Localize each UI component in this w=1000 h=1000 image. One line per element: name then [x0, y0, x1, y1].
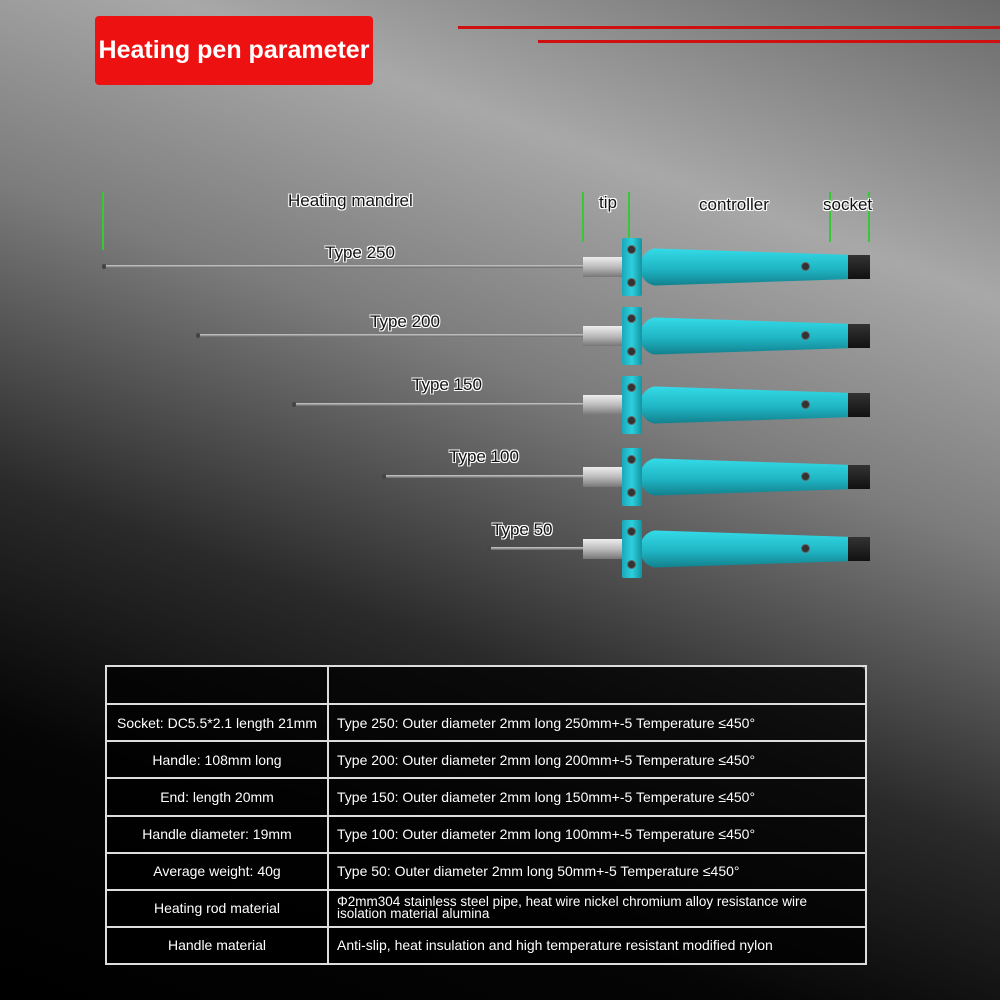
spec-name: Handle diameter: 19mm — [105, 814, 329, 854]
dc-socket — [848, 465, 870, 489]
heating-pen — [0, 520, 1000, 578]
screw-icon — [627, 560, 636, 569]
page-title: Heating pen parameter — [95, 16, 373, 85]
controller-handle — [640, 248, 850, 286]
tip-sleeve — [583, 467, 623, 487]
screw-icon — [627, 347, 636, 356]
guide-line — [868, 192, 870, 242]
spec-name: Socket: DC5.5*2.1 length 21mm — [105, 703, 329, 743]
spec-value: Type 250: Outer diameter 2mm long 250mm+… — [327, 703, 867, 743]
spec-name: Heating rod material — [105, 888, 329, 928]
spec-value: Type 200: Outer diameter 2mm long 200mm+… — [327, 740, 867, 780]
tip-sleeve — [583, 539, 623, 559]
controller-handle — [640, 458, 850, 496]
pen-type-label: Type 50 — [492, 520, 553, 539]
heating-rod — [488, 547, 585, 550]
rod-tip — [292, 402, 296, 407]
tip-sleeve — [583, 326, 623, 346]
table-row: End: length 20mm Type 150: Outer diameter… — [105, 777, 867, 817]
guide-line — [582, 192, 584, 242]
rod-tip — [102, 264, 106, 269]
pen-type-label: Type 150 — [412, 375, 482, 394]
heating-pen — [0, 238, 1000, 296]
label-controller: controller — [699, 195, 769, 214]
screw-icon — [627, 245, 636, 254]
screw-icon — [627, 455, 636, 464]
screw-icon — [627, 278, 636, 287]
table-row: Socket: DC5.5*2.1 length 21mm Type 250: O… — [105, 703, 867, 743]
screw-icon — [801, 544, 810, 553]
controller-handle — [640, 317, 850, 355]
dc-socket — [848, 255, 870, 279]
rod-tip — [487, 546, 491, 551]
label-socket: socket — [823, 195, 873, 214]
pen-type-label: Type 250 — [325, 243, 395, 262]
screw-icon — [801, 400, 810, 409]
screw-icon — [801, 262, 810, 271]
table-row: Handle: 108mm long Type 200: Outer diamet… — [105, 740, 867, 780]
screw-icon — [627, 416, 636, 425]
heating-rod — [383, 475, 585, 478]
heating-pen — [0, 307, 1000, 365]
screw-icon — [627, 383, 636, 392]
pen-type-label: Type 100 — [449, 447, 519, 466]
dc-socket — [848, 537, 870, 561]
table-row: Average weight: 40g Type 50: Outer diamet… — [105, 851, 867, 891]
screw-icon — [627, 488, 636, 497]
heating-rod — [197, 334, 585, 337]
spec-value: Φ2mm304 stainless steel pipe, heat wire … — [327, 888, 867, 928]
spec-name: Handle material — [105, 925, 329, 966]
label-tip: tip — [599, 193, 617, 212]
tip-sleeve — [583, 257, 623, 277]
heating-pen — [0, 376, 1000, 434]
spec-name: Average weight: 40g — [105, 851, 329, 891]
spec-table: Socket: DC5.5*2.1 length 21mm Type 250: O… — [105, 664, 867, 966]
screw-icon — [627, 314, 636, 323]
decorative-line — [458, 26, 1000, 29]
rod-tip — [196, 333, 200, 338]
pen-type-label: Type 200 — [370, 312, 440, 331]
rod-tip — [382, 474, 386, 479]
table-row: Handle material Anti-slip, heat insulatio… — [105, 925, 867, 966]
dc-socket — [848, 324, 870, 348]
spec-name: End: length 20mm — [105, 777, 329, 817]
decorative-line — [538, 40, 1000, 43]
dc-socket — [848, 393, 870, 417]
spec-value: Anti-slip, heat insulation and high temp… — [327, 925, 867, 966]
table-row: Handle diameter: 19mm Type 100: Outer dia… — [105, 814, 867, 854]
heating-pen — [0, 448, 1000, 506]
spec-value: Type 50: Outer diameter 2mm long 50mm+-5… — [327, 851, 867, 891]
label-heating-mandrel: Heating mandrel — [288, 191, 413, 210]
controller-handle — [640, 386, 850, 424]
screw-icon — [801, 331, 810, 340]
tip-sleeve — [583, 395, 623, 415]
heating-rod — [293, 403, 585, 406]
screw-icon — [627, 527, 636, 536]
table-row: Heating rod material Φ2mm304 stainless st… — [105, 888, 867, 928]
guide-line — [829, 192, 831, 242]
guide-line — [102, 192, 104, 250]
spec-value: Type 150: Outer diameter 2mm long 150mm+… — [327, 777, 867, 817]
heating-rod — [103, 265, 585, 268]
controller-handle — [640, 530, 850, 568]
guide-line — [628, 192, 630, 242]
screw-icon — [801, 472, 810, 481]
spec-value: Type 100: Outer diameter 2mm long 100mm+… — [327, 814, 867, 854]
spec-name: Handle: 108mm long — [105, 740, 329, 780]
